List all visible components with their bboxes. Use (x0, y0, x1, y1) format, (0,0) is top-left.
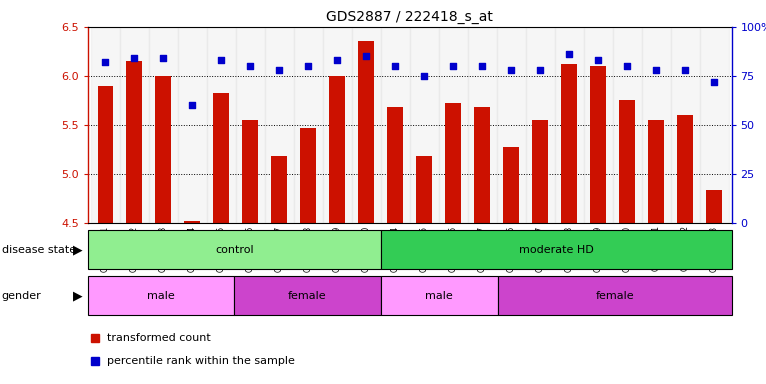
Text: male: male (425, 291, 453, 301)
Bar (642, 27, 671, 223)
Point (418, 73, 430, 79)
Bar (300, 128, 316, 223)
Bar (358, 41, 375, 223)
Bar (497, 27, 525, 223)
Point (129, 55, 141, 61)
Text: percentile rank within the sample: percentile rank within the sample (107, 356, 295, 366)
Bar (88, 276, 234, 315)
Point (100, 59, 112, 65)
Bar (417, 156, 432, 223)
Text: ▶: ▶ (73, 243, 83, 256)
Bar (561, 64, 578, 223)
Point (592, 57, 604, 63)
Bar (294, 27, 322, 223)
Bar (474, 107, 490, 223)
Bar (91, 27, 120, 223)
Bar (555, 27, 584, 223)
Text: gender: gender (2, 291, 41, 301)
Bar (155, 76, 172, 223)
Bar (591, 66, 606, 223)
Text: female: female (288, 291, 327, 301)
Point (360, 53, 372, 59)
Point (186, 102, 198, 108)
Bar (498, 276, 732, 315)
Bar (525, 27, 555, 223)
Bar (439, 27, 468, 223)
Point (157, 55, 169, 61)
Bar (706, 190, 722, 223)
Point (621, 63, 633, 69)
Bar (699, 27, 728, 223)
Point (447, 63, 460, 69)
Bar (381, 276, 498, 315)
Bar (97, 86, 113, 223)
Bar (185, 221, 201, 223)
Bar (468, 27, 497, 223)
Text: ▶: ▶ (73, 289, 83, 302)
Bar (178, 27, 207, 223)
Bar (532, 120, 548, 223)
Point (331, 57, 343, 63)
Bar (445, 103, 461, 223)
Point (273, 67, 286, 73)
Point (244, 63, 257, 69)
Text: transformed count: transformed count (107, 333, 211, 343)
Point (563, 51, 575, 57)
Bar (388, 107, 403, 223)
Bar (271, 156, 287, 223)
Bar (120, 27, 149, 223)
Text: disease state: disease state (2, 245, 76, 255)
Bar (236, 27, 265, 223)
Bar (584, 27, 613, 223)
Bar (613, 27, 642, 223)
Point (215, 57, 228, 63)
Point (505, 67, 517, 73)
Bar (503, 147, 519, 223)
Bar (677, 115, 693, 223)
Point (534, 67, 546, 73)
Bar (149, 27, 178, 223)
Bar (242, 120, 258, 223)
Point (476, 63, 489, 69)
Text: male: male (147, 291, 175, 301)
Bar (265, 27, 294, 223)
Bar (126, 61, 142, 223)
Bar (648, 120, 664, 223)
Bar (88, 230, 381, 269)
Text: control: control (215, 245, 254, 255)
Bar (234, 276, 381, 315)
Bar (671, 27, 699, 223)
Point (303, 63, 315, 69)
Point (650, 67, 663, 73)
Text: female: female (595, 291, 633, 301)
Bar (207, 27, 236, 223)
Bar (410, 27, 439, 223)
Bar (352, 27, 381, 223)
Bar (322, 27, 352, 223)
Bar (214, 93, 229, 223)
Title: GDS2887 / 222418_s_at: GDS2887 / 222418_s_at (326, 10, 493, 25)
Bar (381, 27, 410, 223)
Text: moderate HD: moderate HD (519, 245, 594, 255)
Bar (329, 76, 345, 223)
Point (389, 63, 401, 69)
Bar (619, 100, 635, 223)
Bar (381, 230, 732, 269)
Point (679, 67, 691, 73)
Point (708, 79, 720, 85)
